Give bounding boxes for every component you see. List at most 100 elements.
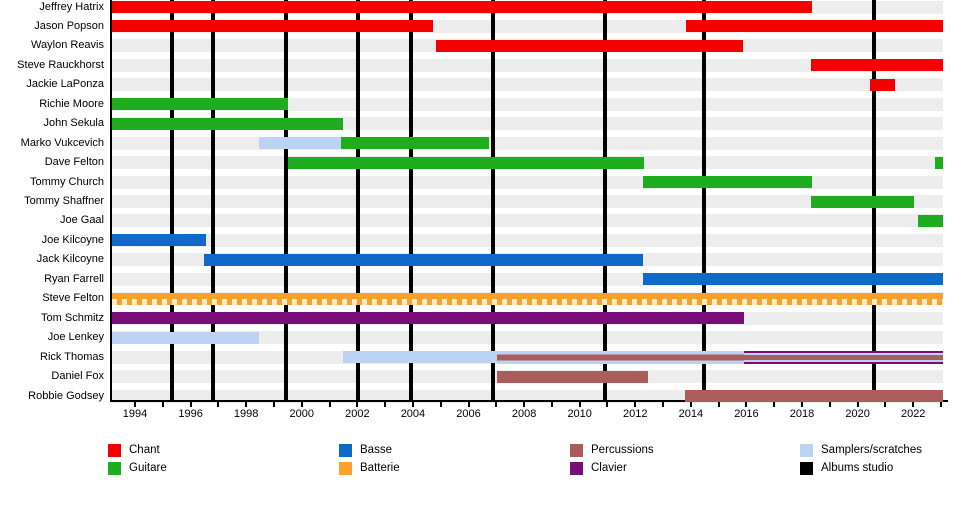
row-track xyxy=(112,233,943,247)
axis-tick xyxy=(912,402,915,407)
axis-tick xyxy=(384,402,387,407)
legend-label: Percussions xyxy=(591,444,654,456)
timeline-bar-marko-vukcevich-samplers xyxy=(259,137,342,150)
timeline-bar-steve-rauckhorst-chant xyxy=(810,59,943,72)
timeline-bar-tommy-shaffner-guitare xyxy=(810,195,914,208)
legend-label: Samplers/scratches xyxy=(821,444,922,456)
axis-tick xyxy=(884,402,887,407)
axis-tick xyxy=(245,402,248,407)
row-track xyxy=(112,78,943,92)
axis-tick xyxy=(689,402,692,407)
legend-label: Albums studio xyxy=(821,462,894,474)
axis-tick xyxy=(578,402,581,407)
axis-tick xyxy=(356,402,359,407)
timeline-bar-jack-kilcoyne-basse xyxy=(203,253,643,266)
axis-year-label: 1998 xyxy=(233,408,259,420)
legend-label: Clavier xyxy=(591,462,627,474)
legend-swatch-batterie xyxy=(339,462,352,475)
member-label-jackie-laponza: Jackie LaPonza xyxy=(26,78,104,91)
member-label-robbie-godsey: Robbie Godsey xyxy=(28,389,104,402)
legend-swatch-clavier xyxy=(570,462,583,475)
member-label-tommy-church: Tommy Church xyxy=(30,175,104,188)
row-track xyxy=(112,58,943,72)
member-label-daniel-fox: Daniel Fox xyxy=(51,370,104,383)
member-label-joe-kilcoyne: Joe Kilcoyne xyxy=(41,233,104,246)
legend-swatch-chant xyxy=(108,444,121,457)
member-label-john-sekula: John Sekula xyxy=(43,117,104,130)
axis-year-label: 2000 xyxy=(289,408,314,420)
timeline-bar-jason-popson-chant xyxy=(112,20,433,33)
legend-swatch-samplers xyxy=(800,444,813,457)
row-track xyxy=(112,136,943,150)
axis-year-label: 2010 xyxy=(567,408,592,420)
row-track xyxy=(112,195,943,208)
member-label-tom-schmitz: Tom Schmitz xyxy=(41,311,104,324)
timeline-bar-robbie-godsey-percussions xyxy=(684,390,943,402)
timeline-bar-richie-moore-guitare xyxy=(112,98,289,111)
timeline-bar-dave-felton-guitare xyxy=(288,156,645,169)
member-label-rick-thomas: Rick Thomas xyxy=(40,350,104,363)
axis-tick xyxy=(745,402,748,407)
album-studio-line xyxy=(355,0,360,401)
timeline-bar-jason-popson-chant xyxy=(685,20,943,33)
axis-tick xyxy=(856,402,859,407)
axis-tick xyxy=(523,402,526,407)
legend-label: Basse xyxy=(360,444,392,456)
axis-tick xyxy=(606,402,609,407)
album-studio-line xyxy=(408,0,413,401)
timeline-bar-joe-gaal-guitare xyxy=(917,214,943,227)
row-track xyxy=(112,331,943,345)
member-label-jack-kilcoyne: Jack Kilcoyne xyxy=(36,253,104,266)
axis-year-label: 2002 xyxy=(345,408,370,420)
member-label-jason-popson: Jason Popson xyxy=(34,19,104,32)
member-label-joe-gaal: Joe Gaal xyxy=(59,214,104,227)
axis-year-label: 2014 xyxy=(678,408,704,420)
axis-tick xyxy=(940,402,942,407)
timeline-bar-jeffrey-hatrix-chant xyxy=(112,1,813,13)
album-studio-line xyxy=(283,0,288,401)
axis-tick xyxy=(662,402,665,407)
axis-year-label: 2012 xyxy=(623,408,648,420)
member-label-steve-felton: Steve Felton xyxy=(42,292,104,305)
album-studio-line xyxy=(490,0,495,401)
axis-tick xyxy=(828,402,831,407)
legend-swatch-albums xyxy=(800,462,813,475)
album-studio-line xyxy=(169,0,174,401)
axis-tick xyxy=(272,402,275,407)
axis-tick xyxy=(634,402,637,407)
axis-tick xyxy=(161,402,164,407)
axis-tick xyxy=(217,402,220,407)
album-studio-line xyxy=(211,0,216,401)
legend-swatch-percussions xyxy=(570,444,583,457)
axis-year-label: 2018 xyxy=(789,408,815,420)
timeline-bar-jackie-laponza-chant xyxy=(869,78,895,91)
legend-label: Chant xyxy=(129,444,160,456)
axis-tick xyxy=(300,402,303,407)
axis-year-label: 2022 xyxy=(900,408,926,420)
timeline-bar-joe-lenkey-samplers xyxy=(112,331,260,344)
row-track xyxy=(112,97,943,111)
timeline-bar-joe-kilcoyne-basse xyxy=(112,234,207,247)
member-label-waylon-reavis: Waylon Reavis xyxy=(31,39,104,52)
timeline-bar-daniel-fox-percussions xyxy=(496,370,649,383)
legend-label: Guitare xyxy=(129,462,167,474)
legend-swatch-guitare xyxy=(108,462,121,475)
axis-year-label: 2020 xyxy=(845,408,870,420)
axis-year-label: 2008 xyxy=(511,408,537,420)
axis-year-label: 2004 xyxy=(400,408,426,420)
axis-tick xyxy=(773,402,776,407)
timeline-bar-steve-felton-batterie xyxy=(112,292,943,305)
member-label-richie-moore: Richie Moore xyxy=(39,97,104,110)
member-label-marko-vukcevich: Marko Vukcevich xyxy=(20,136,104,149)
album-studio-line xyxy=(603,0,608,401)
axis-tick xyxy=(801,402,804,407)
row-track xyxy=(112,175,943,189)
member-label-ryan-farrell: Ryan Farrell xyxy=(44,272,104,285)
timeline-bar-tom-schmitz-clavier xyxy=(112,312,745,325)
legend-swatch-basse xyxy=(339,444,352,457)
timeline-bar-waylon-reavis-chant xyxy=(435,39,743,52)
timeline-bar-dave-felton-guitare xyxy=(934,156,943,169)
member-label-jeffrey-hatrix: Jeffrey Hatrix xyxy=(39,0,104,13)
member-label-joe-lenkey: Joe Lenkey xyxy=(47,331,104,344)
axis-tick xyxy=(134,402,136,407)
